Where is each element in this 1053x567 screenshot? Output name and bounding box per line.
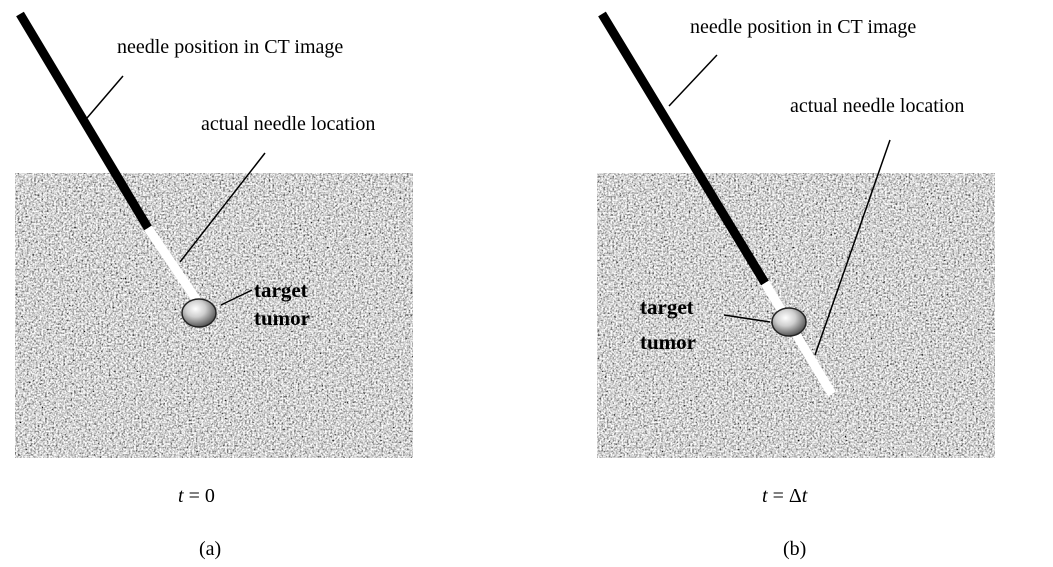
leader-actual (814, 139, 891, 356)
needle-ct-position (16, 11, 152, 231)
leader-tumor (220, 289, 253, 306)
needle-actual-location (761, 280, 836, 397)
label-tumor-line2: tumor (254, 306, 310, 330)
panel-a: needle position in CT image actual needl… (15, 11, 413, 560)
leader-needle-ct (668, 54, 718, 107)
panel-label: (b) (783, 538, 806, 560)
label-tumor-line1: target (254, 278, 308, 302)
label-actual-needle: actual needle location (201, 113, 375, 135)
label-tumor-line1: target (640, 295, 694, 319)
label-needle-ct: needle position in CT image (690, 16, 916, 38)
time-label: t = Δt (762, 485, 808, 507)
label-actual-needle: actual needle location (790, 95, 964, 117)
needle-ct-position (598, 11, 769, 286)
label-tumor-line2: tumor (640, 330, 696, 354)
time-label: t = 0 (178, 485, 215, 507)
time-eq-delta: = Δ (768, 485, 802, 507)
leader-tumor (723, 314, 771, 323)
time-var: t (178, 485, 184, 507)
needle-actual-location (144, 225, 202, 305)
label-needle-ct: needle position in CT image (117, 36, 343, 58)
target-tumor-ellipse (181, 298, 217, 328)
target-tumor-ellipse (771, 307, 807, 337)
panel-b: needle position in CT image actual needl… (597, 11, 995, 560)
time-t: t (762, 485, 768, 507)
leader-actual (179, 152, 266, 263)
time-rest: = 0 (184, 485, 215, 507)
leader-needle-ct (86, 75, 124, 119)
panel-label: (a) (199, 538, 221, 560)
time-var: t (802, 485, 808, 507)
